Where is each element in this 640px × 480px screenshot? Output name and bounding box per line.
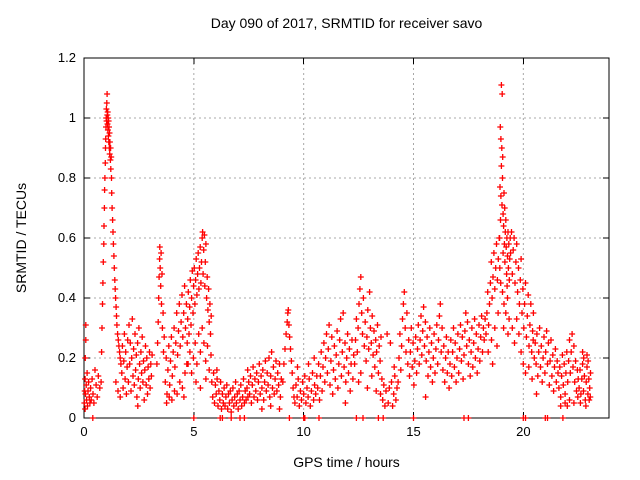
svg-text:0.4: 0.4 (58, 290, 76, 305)
x-tick-labels: 0 5 10 15 20 (80, 424, 530, 439)
svg-text:0: 0 (69, 410, 76, 425)
data-points (81, 82, 594, 421)
svg-text:20: 20 (516, 424, 530, 439)
svg-text:10: 10 (296, 424, 310, 439)
svg-text:0.6: 0.6 (58, 230, 76, 245)
gridlines (84, 58, 609, 418)
svg-text:0.2: 0.2 (58, 350, 76, 365)
svg-text:5: 5 (190, 424, 197, 439)
y-tick-labels: 0 0.2 0.4 0.6 0.8 1 1.2 (58, 50, 76, 425)
chart-title: Day 090 of 2017, SRMTID for receiver sav… (210, 15, 483, 31)
svg-text:0: 0 (80, 424, 87, 439)
y-axis-label: SRMTID / TECUs (13, 182, 29, 294)
svg-text:1.2: 1.2 (58, 50, 76, 65)
svg-text:15: 15 (406, 424, 420, 439)
svg-text:1: 1 (69, 110, 76, 125)
svg-text:0.8: 0.8 (58, 170, 76, 185)
x-axis-label: GPS time / hours (293, 454, 400, 470)
